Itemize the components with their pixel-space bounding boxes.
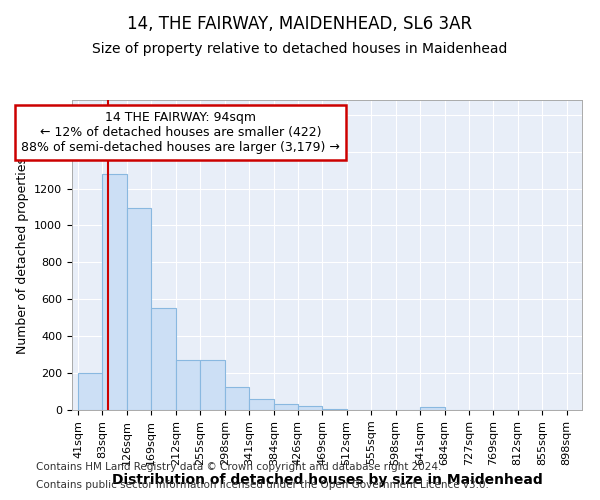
X-axis label: Distribution of detached houses by size in Maidenhead: Distribution of detached houses by size … <box>112 473 542 487</box>
Bar <box>322 409 347 410</box>
Bar <box>127 208 151 410</box>
Bar <box>200 360 225 410</box>
Text: Contains HM Land Registry data © Crown copyright and database right 2024.: Contains HM Land Registry data © Crown c… <box>36 462 442 472</box>
Text: 14 THE FAIRWAY: 94sqm
← 12% of detached houses are smaller (422)
88% of semi-det: 14 THE FAIRWAY: 94sqm ← 12% of detached … <box>21 111 340 154</box>
Text: 14, THE FAIRWAY, MAIDENHEAD, SL6 3AR: 14, THE FAIRWAY, MAIDENHEAD, SL6 3AR <box>127 15 473 33</box>
Bar <box>274 404 298 410</box>
Bar <box>102 174 127 410</box>
Text: Contains public sector information licensed under the Open Government Licence v3: Contains public sector information licen… <box>36 480 489 490</box>
Bar <box>78 373 103 410</box>
Bar <box>176 360 200 410</box>
Bar <box>420 407 445 410</box>
Bar <box>151 308 176 410</box>
Bar <box>298 406 322 410</box>
Y-axis label: Number of detached properties: Number of detached properties <box>16 156 29 354</box>
Bar <box>225 387 249 410</box>
Bar <box>249 399 274 410</box>
Text: Size of property relative to detached houses in Maidenhead: Size of property relative to detached ho… <box>92 42 508 56</box>
